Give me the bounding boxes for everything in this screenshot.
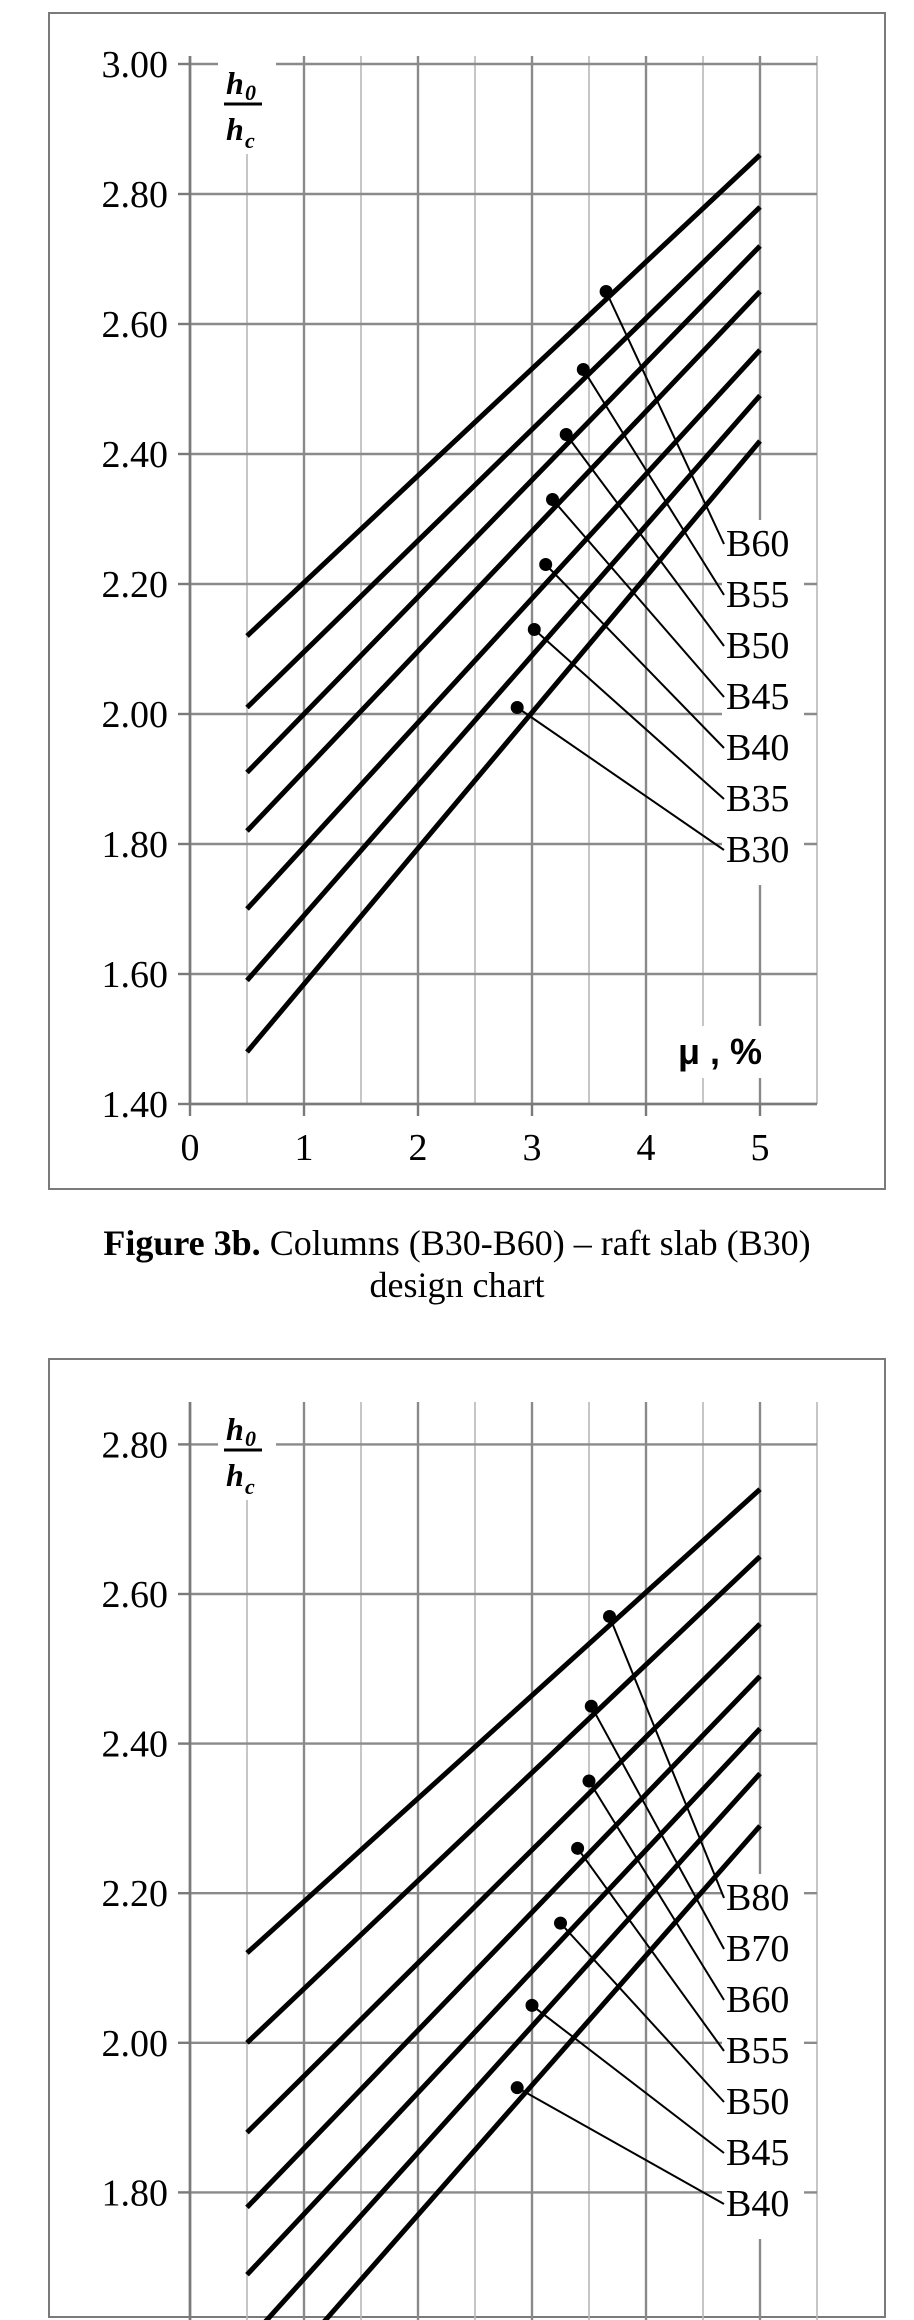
y-tick-label: 2.40 — [102, 434, 169, 476]
y-tick-label: 2.00 — [102, 694, 169, 736]
series-line-b30 — [245, 439, 762, 1054]
chart-3c: 1.802.002.202.402.602.80 h 0h cB80B70B60B55… — [102, 1400, 818, 2320]
series-marker-b60 — [599, 285, 613, 298]
series-label-b35: B35 — [726, 778, 789, 820]
y-axis-label-numerator: h — [226, 1411, 244, 1447]
y-axis-label-denominator-subscript: c — [245, 1474, 255, 1499]
series-label-b30: B30 — [726, 829, 789, 871]
series-line-b35 — [245, 393, 762, 983]
figure-caption-line2: design chart — [369, 1265, 545, 1305]
series-marker-b35 — [527, 623, 541, 636]
series-marker-b40 — [539, 558, 553, 571]
series-line-b40 — [245, 348, 762, 911]
y-tick-label: 2.20 — [102, 1873, 169, 1915]
leader-line-b40 — [516, 2086, 725, 2205]
series-marker-b80 — [603, 1609, 617, 1623]
y-tick-label: 2.60 — [102, 1574, 169, 1616]
chart-3c-frame: 1.80 2.00 2.20 2.40 2.60 2.80 h 0 h c B80 B70 B60 B55… — [48, 1358, 886, 2320]
figure-label: Figure 3b. — [103, 1223, 261, 1263]
leader-line-b55 — [582, 368, 725, 596]
series-line-b70 — [245, 1554, 762, 2045]
y-tick-label: 1.80 — [102, 2172, 169, 2214]
series-line-b45 — [263, 1771, 762, 2320]
y-tick-label: 3.00 — [102, 44, 169, 86]
x-axis-label: μ , % — [678, 1031, 762, 1072]
y-tick-label: 2.80 — [102, 174, 169, 216]
series-line-b80 — [245, 1487, 762, 1955]
leader-line-b45 — [551, 498, 725, 698]
series-label-b80: B80 — [726, 1877, 789, 1919]
series-marker-b45 — [525, 1998, 539, 2012]
leader-line-b60 — [605, 291, 725, 545]
y-axis-label-denominator: h — [226, 1457, 244, 1493]
chart-3b: 1.40 1.60 1.80 2.00 2.20 2.40 2.60 2.80 3.00 0 1 2 3… — [102, 44, 818, 1169]
y-axis-label-denominator-subscript: c — [245, 128, 255, 153]
series-label-b55: B55 — [726, 2030, 789, 2072]
leader-line-b35 — [533, 628, 725, 800]
y-tick-label: 2.20 — [102, 564, 169, 606]
y-tick-label: 1.80 — [102, 824, 169, 866]
series-label-b50: B50 — [726, 2081, 789, 2123]
series-marker-b45 — [546, 493, 560, 506]
series-marker-b30 — [510, 701, 524, 714]
series-marker-b70 — [584, 1699, 598, 1713]
y-axis-label-numerator-subscript: 0 — [245, 80, 256, 105]
series-label-b60: B60 — [726, 523, 789, 565]
x-tick-label: 1 — [295, 1127, 314, 1169]
series-line-b60 — [245, 153, 762, 638]
x-tick-label: 2 — [409, 1127, 428, 1169]
series-label-b40: B40 — [726, 2183, 789, 2225]
y-axis-label-numerator: h — [226, 65, 244, 101]
leader-line-b45 — [531, 2004, 725, 2154]
series-line-b40 — [322, 1824, 762, 2320]
series-marker-b60 — [582, 1774, 596, 1788]
y-tick-label: 1.60 — [102, 954, 169, 996]
y-axis-label-numerator-subscript: 0 — [245, 1426, 256, 1451]
chart-3b-frame: 1.40 1.60 1.80 2.00 2.20 2.40 2.60 2.80 3.00 0 1 2 3… — [48, 12, 886, 1190]
series-marker-b55 — [571, 1841, 585, 1855]
y-tick-label: 2.60 — [102, 304, 169, 346]
x-axis-label-background — [668, 1026, 786, 1078]
series-line-b60 — [245, 1622, 762, 2135]
y-tick-label: 2.80 — [102, 1424, 169, 1466]
series-line-b45 — [245, 289, 762, 833]
x-tick-label: 0 — [181, 1127, 200, 1169]
series-line-b50 — [245, 1726, 762, 2277]
legend-background — [722, 520, 804, 885]
leader-line-b30 — [516, 706, 725, 851]
series-marker-b50 — [554, 1916, 567, 1930]
series-label-b60: B60 — [726, 1979, 789, 2021]
series-line-b55 — [245, 205, 762, 710]
series-label-b45: B45 — [726, 676, 789, 718]
series-marker-b50 — [559, 428, 573, 441]
series-marker-b55 — [576, 363, 590, 376]
y-axis-label-denominator: h — [226, 111, 244, 147]
y-tick-label: 2.00 — [102, 2023, 169, 2065]
leader-line-b80 — [608, 1616, 725, 1899]
leader-line-b70 — [590, 1705, 725, 1950]
leader-line-b50 — [559, 1922, 725, 2103]
legend-background — [722, 1874, 804, 2239]
series-line-b55 — [245, 1674, 762, 2210]
series-label-b55: B55 — [726, 574, 789, 616]
leader-line-b40 — [544, 563, 725, 749]
series-label-b70: B70 — [726, 1928, 789, 1970]
series-label-b40: B40 — [726, 727, 789, 769]
figure-caption-text: Columns (B30-B60) – raft slab (B30) — [260, 1223, 811, 1263]
series-label-b50: B50 — [726, 625, 789, 667]
series-line-b50 — [245, 244, 762, 775]
y-tick-label: 2.40 — [102, 1724, 169, 1766]
x-tick-label: 3 — [523, 1127, 542, 1169]
series-label-b45: B45 — [726, 2132, 789, 2174]
series-marker-b40 — [510, 2081, 524, 2095]
x-tick-label: 5 — [751, 1127, 770, 1169]
x-tick-label: 4 — [637, 1127, 656, 1169]
y-tick-label: 1.40 — [102, 1084, 169, 1126]
figure-3b-caption: Figure 3b. Columns (B30-B60) – raft slab… — [0, 1222, 914, 1306]
